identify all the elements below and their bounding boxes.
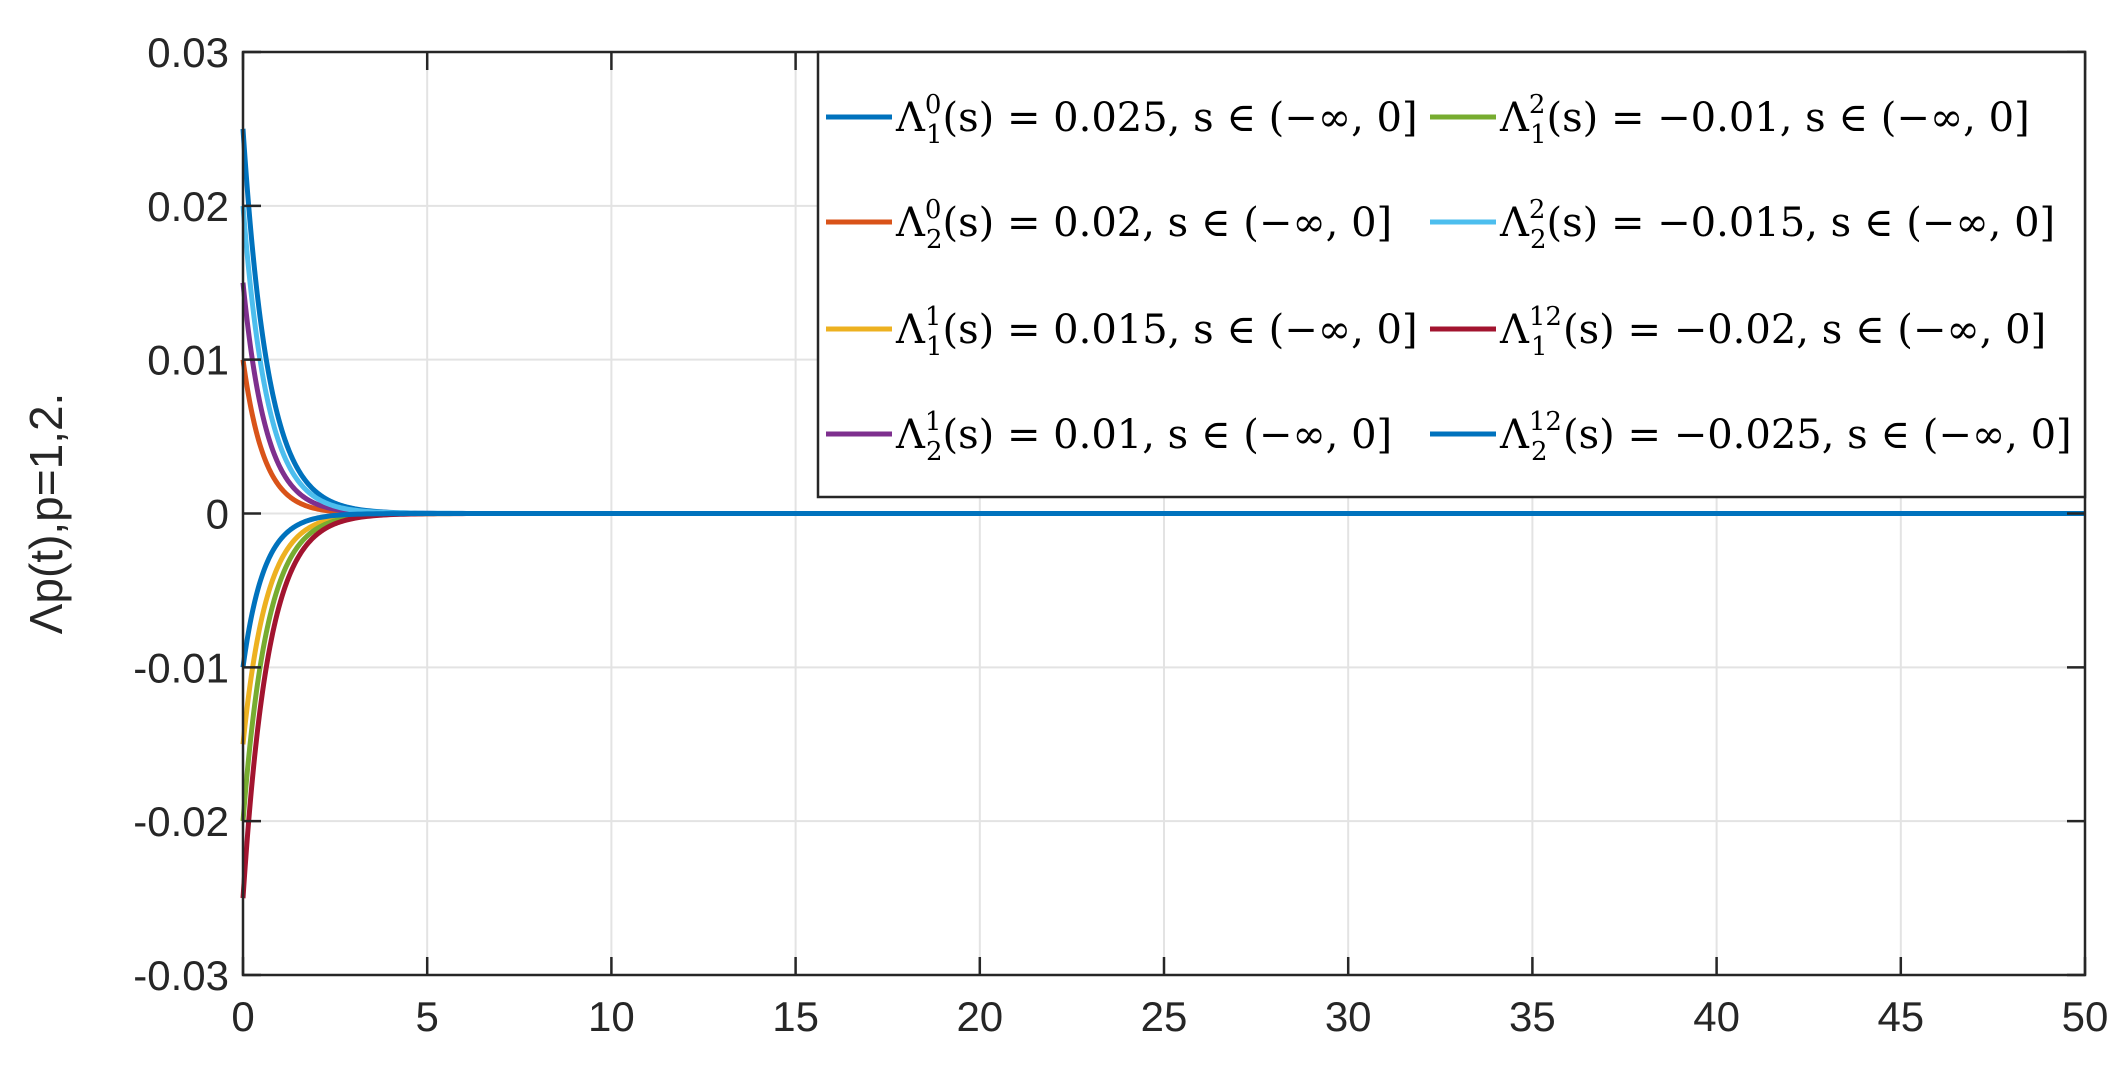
legend-superscript: 2: [1529, 90, 1546, 120]
legend-label: (s) = −0.025, s ∈ (−∞, 0]: [1563, 412, 2072, 458]
y-tick-label: -0.01: [133, 644, 229, 691]
x-tick-label: 5: [416, 993, 439, 1040]
x-tick-label: 45: [1877, 993, 1924, 1040]
legend-label: (s) = −0.015, s ∈ (−∞, 0]: [1546, 200, 2055, 246]
legend-label: (s) = −0.01, s ∈ (−∞, 0]: [1546, 95, 2029, 141]
legend-subscript: 1: [1530, 120, 1547, 150]
y-tick-label: 0: [206, 491, 229, 538]
legend-entry: Λ2 2(s) = −0.015, s ∈ (−∞, 0]: [1499, 195, 2055, 255]
legend-entry: Λ1 2(s) = 0.01, s ∈ (−∞, 0]: [895, 407, 1392, 467]
legend-subscript: 2: [926, 225, 943, 255]
y-tick-labels: 0.03 0.02 0.01 0 -0.01 -0.02 -0.03: [133, 29, 229, 999]
legend-subscript: 2: [1531, 437, 1548, 467]
legend-entry: Λ0 2(s) = 0.02, s ∈ (−∞, 0]: [895, 195, 1392, 255]
legend-box: [816, 50, 2087, 499]
y-tick-label: 0.02: [147, 183, 229, 230]
series-line-8: [240, 511, 2085, 670]
legend-entry: Λ12 2 (s) = −0.025, s ∈ (−∞, 0]: [1499, 407, 2072, 467]
legend-label: (s) = 0.015, s ∈ (−∞, 0]: [942, 307, 1417, 353]
legend-subscript: 1: [926, 120, 943, 150]
x-tick-label: 35: [1509, 993, 1556, 1040]
legend-superscript: 0: [925, 195, 942, 225]
x-tick-labels: 0 5 10 15 20 25 30 35 40 45 50: [231, 993, 2108, 1040]
series-layer: [240, 126, 2085, 901]
y-tick-label: 0.01: [147, 337, 229, 384]
legend-superscript: 1: [925, 302, 942, 332]
legend-entry: Λ1 1(s) = 0.015, s ∈ (−∞, 0]: [895, 302, 1418, 362]
legend-label: (s) = 0.02, s ∈ (−∞, 0]: [942, 200, 1392, 246]
legend-subscript: 2: [1530, 225, 1547, 255]
legend-symbol: Λ: [1499, 200, 1530, 246]
x-tick-label: 0: [231, 993, 254, 1040]
legend-entry: Λ2 1(s) = −0.01, s ∈ (−∞, 0]: [1499, 90, 2030, 150]
legend-superscript: 1: [925, 407, 942, 437]
legend-superscript: 0: [925, 90, 942, 120]
legend-symbol: Λ: [1499, 412, 1530, 458]
legend-superscript: 2: [1529, 195, 1546, 225]
legend-symbol: Λ: [1499, 95, 1530, 141]
legend-label: (s) = −0.02, s ∈ (−∞, 0]: [1563, 307, 2046, 353]
legend-symbol: Λ: [895, 95, 926, 141]
legend-entry: Λ12 1 (s) = −0.02, s ∈ (−∞, 0]: [1499, 302, 2046, 362]
legend-subscript: 1: [926, 332, 943, 362]
x-tick-label: 40: [1693, 993, 1740, 1040]
y-tick-label: -0.03: [133, 952, 229, 999]
x-tick-label: 25: [1141, 993, 1188, 1040]
y-tick-label: 0.03: [147, 29, 229, 76]
legend-symbol: Λ: [895, 307, 926, 353]
y-axis-label: Λp(t),p=1,2.: [20, 393, 72, 635]
legend-subscript: 2: [926, 437, 943, 467]
x-tick-label: 30: [1325, 993, 1372, 1040]
x-tick-label: 20: [956, 993, 1003, 1040]
legend-superscript: 12: [1529, 407, 1562, 437]
legend-symbol: Λ: [895, 200, 926, 246]
x-tick-label: 15: [772, 993, 819, 1040]
legend-label: (s) = 0.025, s ∈ (−∞, 0]: [942, 95, 1417, 141]
legend-symbol: Λ: [895, 412, 926, 458]
legend-superscript: 12: [1529, 302, 1562, 332]
y-tick-label: -0.02: [133, 798, 229, 845]
legend: Λ0 1(s) = 0.025, s ∈ (−∞, 0]Λ0 2(s) = 0.02…: [816, 50, 2087, 499]
legend-subscript: 1: [1531, 332, 1548, 362]
legend-entry: Λ0 1(s) = 0.025, s ∈ (−∞, 0]: [895, 90, 1418, 150]
legend-symbol: Λ: [1499, 307, 1530, 353]
x-tick-label: 50: [2062, 993, 2109, 1040]
legend-label: (s) = 0.01, s ∈ (−∞, 0]: [942, 412, 1392, 458]
x-tick-label: 10: [588, 993, 635, 1040]
